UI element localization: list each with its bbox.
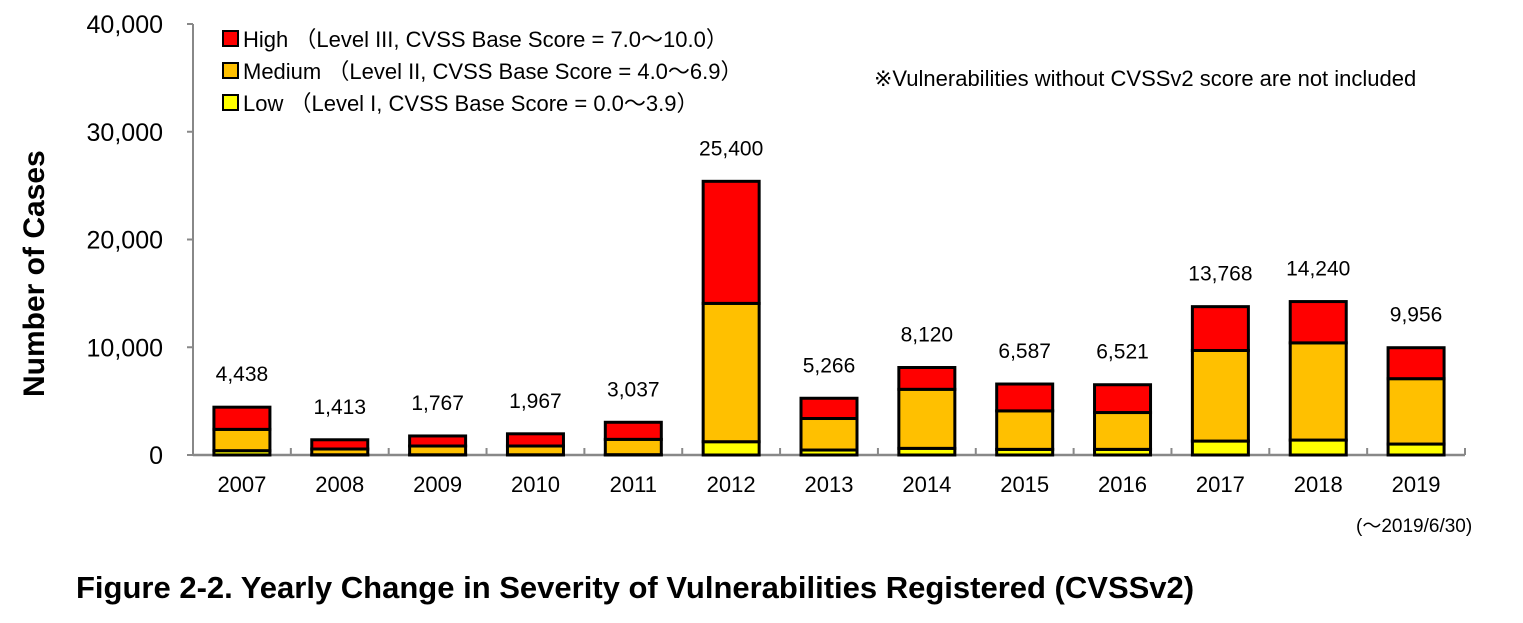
total-label-2013: 5,266 (803, 354, 856, 377)
bar-medium-2012 (701, 301, 761, 444)
total-label-2007: 4,438 (216, 363, 269, 386)
bar-high-2011 (603, 420, 663, 441)
x-tick-label: 2013 (805, 472, 854, 497)
x-tick-label: 2016 (1098, 472, 1147, 497)
bar-medium-2014 (897, 387, 957, 450)
y-tick-label: 40,000 (87, 11, 163, 39)
bar-medium-2019 (1386, 377, 1446, 446)
chart-note: ※Vulnerabilities without CVSSv2 score ar… (874, 66, 1417, 91)
total-label-2017: 13,768 (1188, 263, 1252, 286)
legend-swatch-low (222, 93, 239, 111)
y-axis-label: Number of Cases (18, 150, 51, 397)
bar-medium-2013 (799, 417, 859, 452)
legend-label-medium: Medium （Level II, CVSS Base Score = 4.0～… (243, 59, 743, 84)
total-label-2010: 1,967 (509, 390, 562, 413)
bar-low-2017 (1190, 439, 1250, 457)
y-tick-label: 30,000 (87, 119, 163, 147)
x-tick-label: 2012 (707, 472, 756, 497)
legend-label-low: Low （Level I, CVSS Base Score = 0.0～3.9） (243, 91, 699, 116)
bar-high-2007 (212, 405, 272, 431)
y-tick-label: 20,000 (87, 227, 163, 255)
bar-high-2009 (408, 434, 468, 448)
x-tick-label: 2011 (610, 472, 657, 497)
total-label-2016: 6,521 (1096, 341, 1149, 364)
y-tick-label: 0 (149, 442, 163, 470)
bar-high-2013 (799, 396, 859, 421)
bar-low-2018 (1288, 438, 1348, 457)
legend-item-high: High （Level III, CVSS Base Score = 7.0～1… (222, 22, 743, 54)
bar-medium-2018 (1288, 341, 1348, 442)
legend-swatch-medium (222, 61, 239, 79)
legend-item-low: Low （Level I, CVSS Base Score = 0.0～3.9） (222, 86, 743, 118)
x-tick-label: 2010 (511, 472, 560, 497)
bar-high-2008 (310, 438, 370, 451)
legend-label-high: High （Level III, CVSS Base Score = 7.0～1… (243, 27, 728, 52)
total-label-2009: 1,767 (411, 392, 464, 415)
x-tick-label: 2009 (413, 472, 462, 497)
bar-high-2019 (1386, 346, 1446, 381)
chart-title: Figure 2-2. Yearly Change in Severity of… (76, 570, 1195, 605)
bar-medium-2011 (603, 437, 663, 457)
x-tick-label: 2019 (1392, 472, 1441, 497)
x-tick-label: 2015 (1000, 472, 1049, 497)
total-label-2015: 6,587 (998, 340, 1051, 363)
y-tick-label: 10,000 (87, 334, 163, 362)
total-label-2008: 1,413 (313, 396, 366, 419)
bar-medium-2015 (995, 409, 1055, 451)
bar-low-2019 (1386, 442, 1446, 457)
bar-medium-2017 (1190, 348, 1250, 443)
bar-medium-2007 (212, 427, 272, 453)
bar-low-2012 (701, 440, 761, 457)
x-tick-label: 2017 (1196, 472, 1245, 497)
bar-high-2015 (995, 382, 1055, 413)
legend-swatch-high (222, 29, 239, 47)
bar-high-2010 (505, 432, 565, 448)
period-note: (～2019/6/30) (1356, 516, 1473, 537)
legend-item-medium: Medium （Level II, CVSS Base Score = 4.0～… (222, 54, 743, 86)
legend: High （Level III, CVSS Base Score = 7.0～1… (222, 22, 743, 118)
bar-high-2012 (701, 179, 761, 305)
bar-medium-2016 (1093, 411, 1153, 451)
total-label-2014: 8,120 (901, 324, 954, 347)
bar-high-2014 (897, 366, 957, 391)
total-label-2018: 14,240 (1286, 258, 1350, 281)
x-tick-label: 2008 (315, 472, 364, 497)
total-label-2011: 3,037 (607, 378, 660, 401)
bar-high-2017 (1190, 305, 1250, 352)
x-tick-label: 2007 (217, 472, 266, 497)
total-label-2012: 25,400 (699, 137, 763, 160)
x-tick-label: 2014 (902, 472, 951, 497)
bar-high-2018 (1288, 300, 1348, 345)
x-tick-label: 2018 (1294, 472, 1343, 497)
total-label-2019: 9,956 (1390, 304, 1443, 327)
bar-high-2016 (1093, 383, 1153, 415)
